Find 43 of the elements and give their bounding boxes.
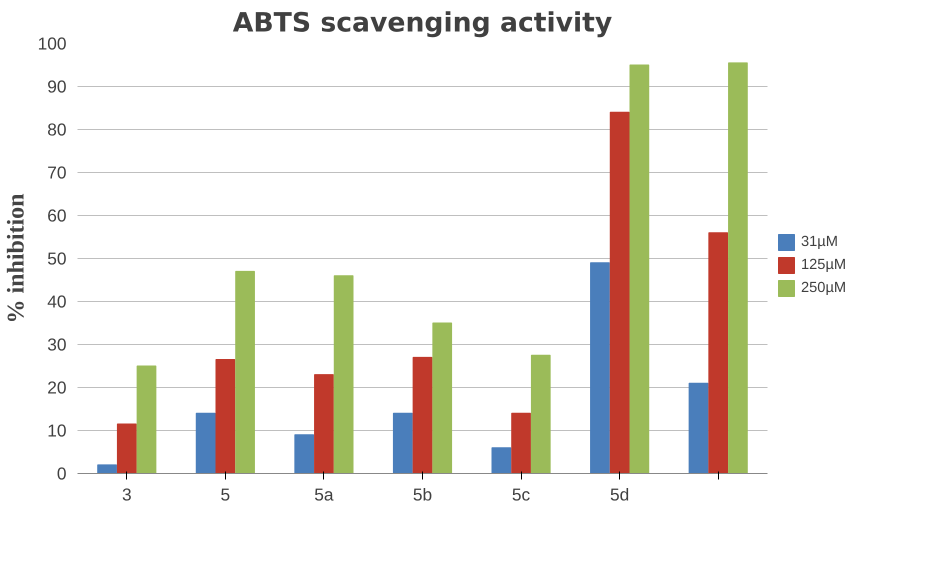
y-tick-label: 100 xyxy=(38,34,67,54)
x-tick-label: 5a xyxy=(314,484,334,504)
y-tick-label: 70 xyxy=(47,162,67,182)
bar xyxy=(530,354,551,474)
y-tick-label: 80 xyxy=(47,120,67,140)
bar xyxy=(728,62,748,474)
bar xyxy=(294,434,314,474)
bar xyxy=(412,356,432,474)
bar xyxy=(392,412,413,474)
legend-label: 250µM xyxy=(801,280,846,296)
legend-label: 31µM xyxy=(801,234,838,250)
x-tick-label: 5b xyxy=(412,484,432,504)
bar xyxy=(334,275,354,474)
bar xyxy=(136,366,156,474)
bar xyxy=(235,270,255,474)
bar xyxy=(629,64,650,474)
bar xyxy=(491,447,512,474)
x-tick-label: 3 xyxy=(122,484,132,504)
bar xyxy=(97,464,117,474)
x-tick-label: 5 xyxy=(220,484,230,504)
y-axis-title: % inhibition xyxy=(4,193,30,324)
y-tick-label: 0 xyxy=(56,464,67,484)
bar xyxy=(688,382,708,474)
x-tick-label: 5c xyxy=(512,484,531,504)
y-tick-label: 90 xyxy=(47,76,67,96)
y-tick-label: 50 xyxy=(47,248,67,268)
bar xyxy=(432,322,452,474)
bar xyxy=(196,412,216,474)
y-tick-label: 20 xyxy=(47,378,67,398)
x-tick-label: 5d xyxy=(610,484,630,504)
bar xyxy=(314,374,334,474)
y-tick-label: 30 xyxy=(47,334,67,354)
bar xyxy=(708,232,728,474)
y-tick-label: 60 xyxy=(47,206,67,226)
bar xyxy=(610,112,630,474)
chart-title: ABTS scavenging activity xyxy=(232,8,612,38)
bar xyxy=(511,412,531,474)
bar xyxy=(215,359,236,474)
legend-label: 125µM xyxy=(801,256,846,272)
y-tick-label: 10 xyxy=(47,420,67,440)
bar xyxy=(116,424,137,474)
y-tick-label: 40 xyxy=(47,292,67,312)
bar xyxy=(590,262,610,474)
